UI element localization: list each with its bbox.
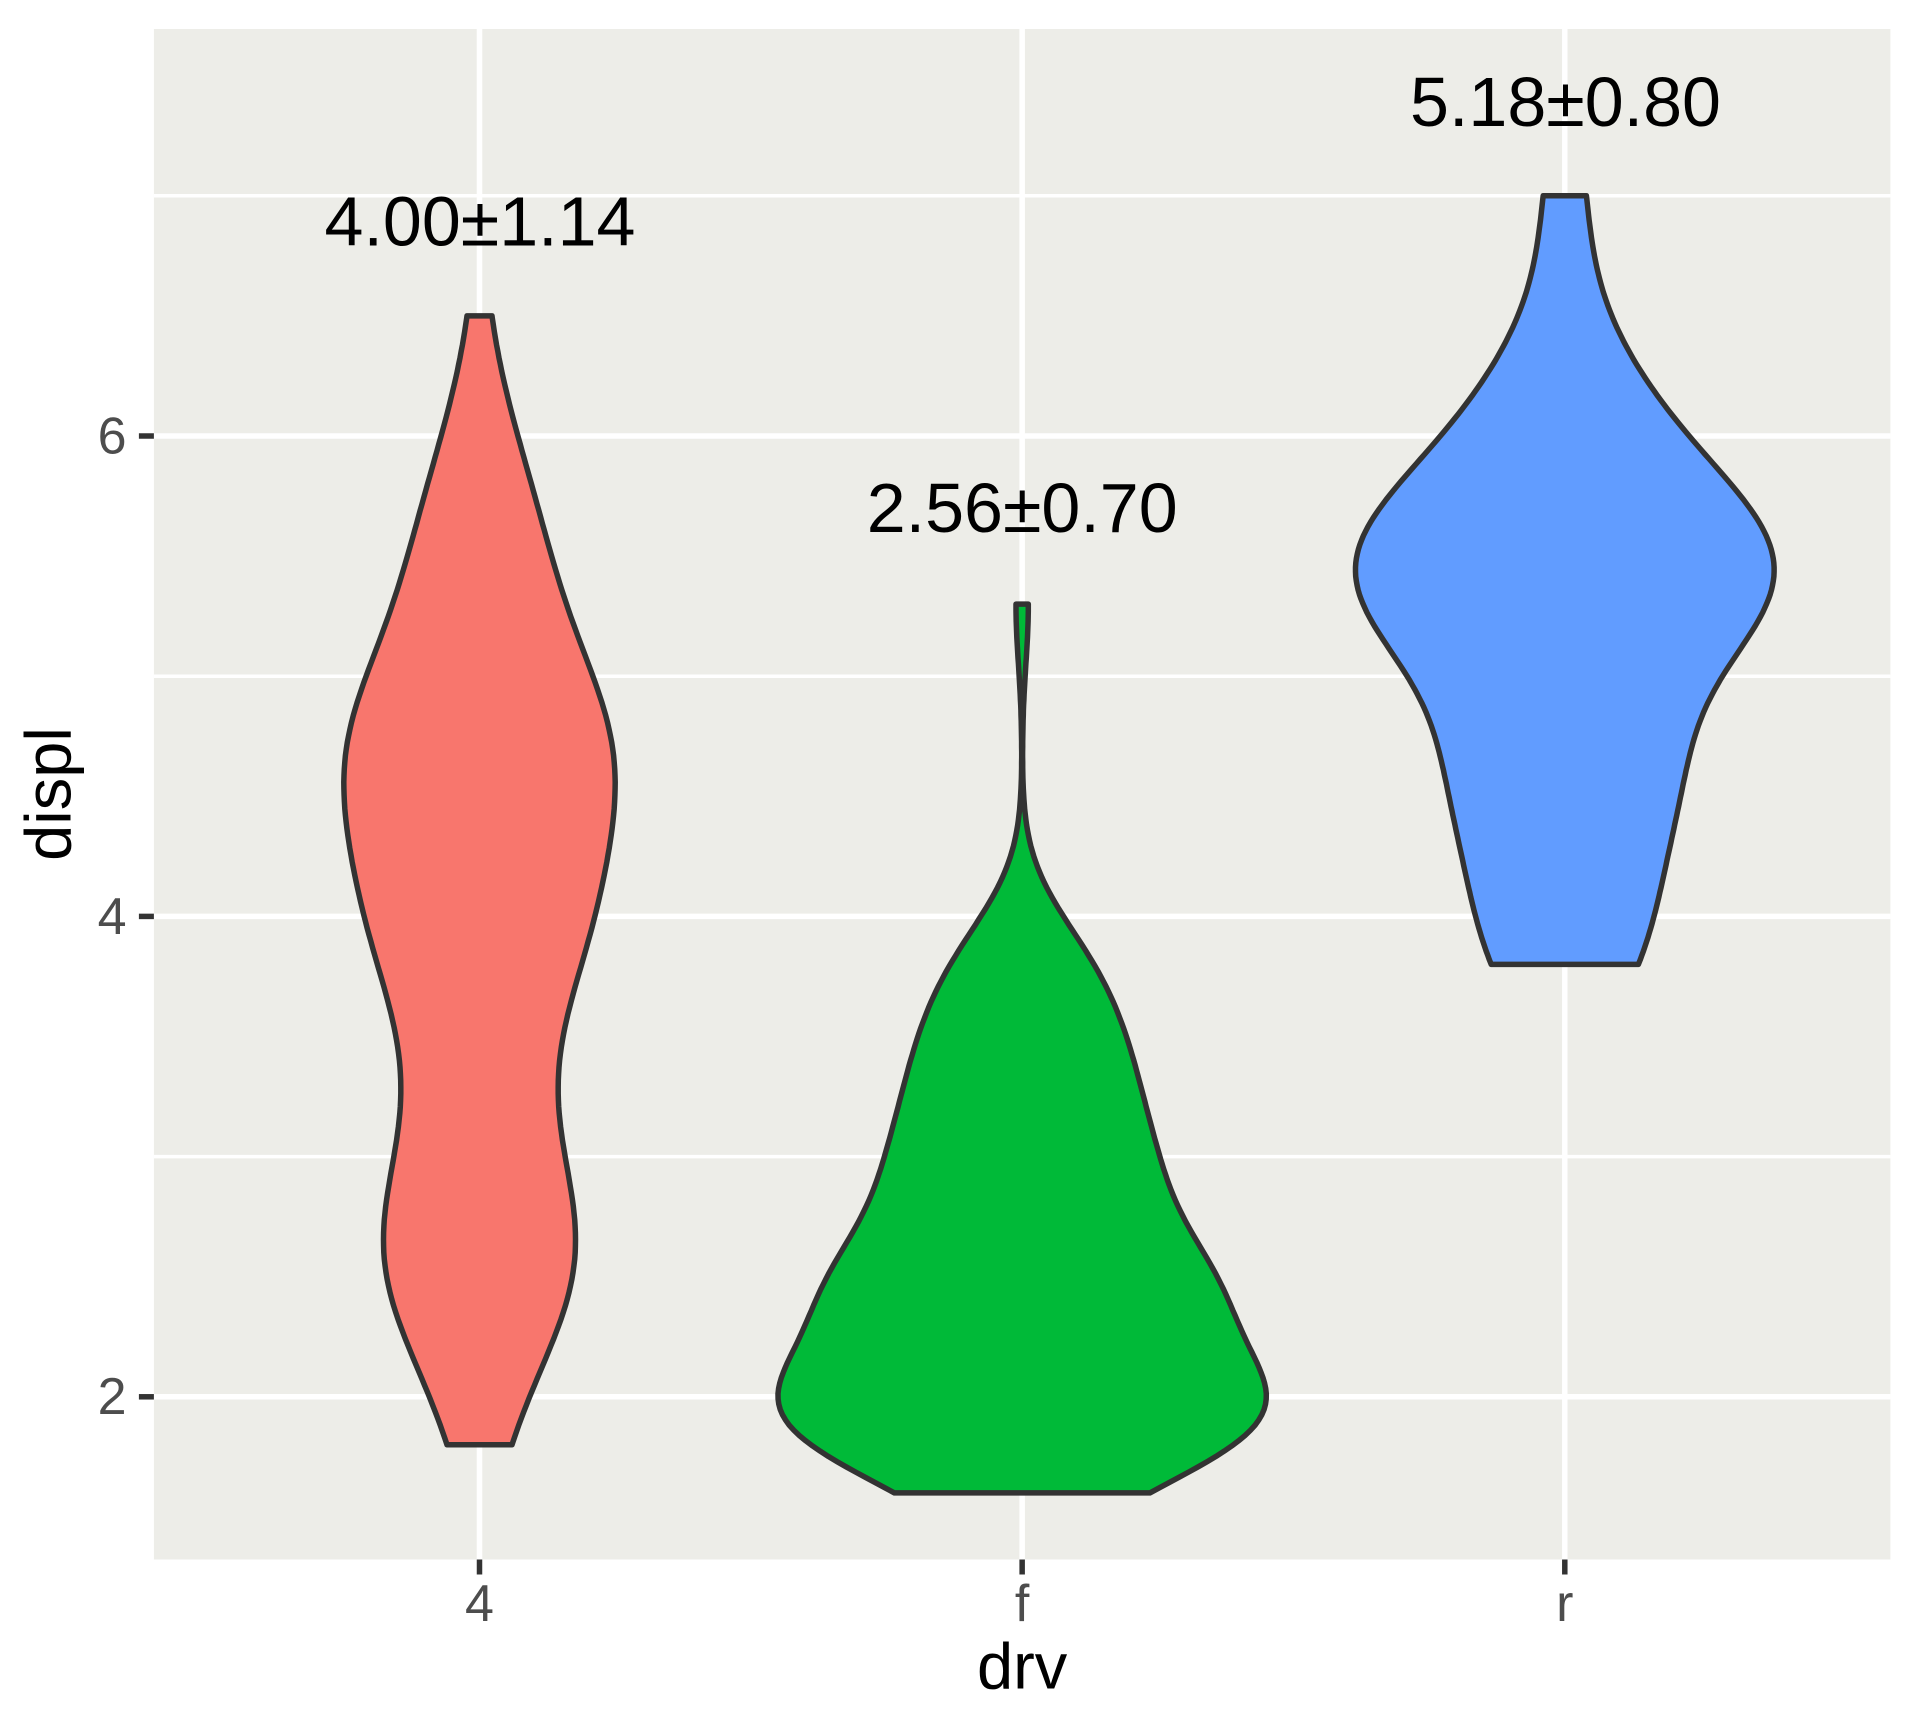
svg-text:r: r: [1556, 1575, 1573, 1633]
svg-text:6: 6: [98, 407, 127, 465]
svg-text:4: 4: [465, 1575, 494, 1633]
svg-text:5.18±0.80: 5.18±0.80: [1410, 63, 1721, 141]
svg-text:4: 4: [98, 888, 127, 946]
svg-text:4.00±1.14: 4.00±1.14: [325, 183, 636, 261]
svg-text:drv: drv: [977, 1630, 1068, 1703]
svg-text:displ: displ: [12, 727, 85, 861]
svg-text:f: f: [1015, 1575, 1030, 1633]
svg-text:2.56±0.70: 2.56±0.70: [867, 469, 1178, 547]
svg-text:2: 2: [98, 1368, 127, 1426]
